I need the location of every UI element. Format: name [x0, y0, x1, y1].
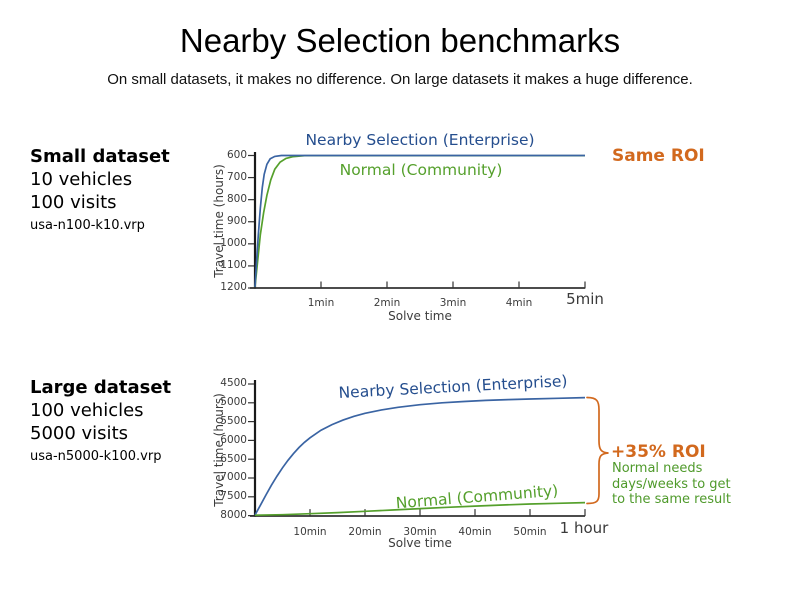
- large-chart-xtick-final: 1 hour: [559, 519, 609, 537]
- large-dataset-visits: 5000 visits: [30, 423, 128, 444]
- large-dataset-info: Large dataset 100 vehicles 5000 visits u…: [30, 376, 171, 465]
- small-chart-ytick: 1200: [220, 281, 247, 293]
- roi-note-line: to the same result: [612, 492, 731, 507]
- small-chart-xtick-final: 5min: [566, 290, 604, 308]
- large-chart-community-label: Normal (Community): [395, 481, 559, 513]
- small-chart-ytick: 700: [226, 171, 247, 183]
- small-dataset-info: Small dataset 10 vehicles 100 visits usa…: [30, 145, 170, 234]
- small-chart-community-label: Normal (Community): [339, 161, 503, 179]
- small-chart-xtick: 4min: [505, 297, 533, 309]
- large-chart-xtick: 30min: [403, 526, 437, 538]
- page-title: Nearby Selection benchmarks: [179, 22, 621, 59]
- page-subtitle: On small datasets, it makes no differenc…: [107, 71, 693, 88]
- small-chart-enterprise-label: Nearby Selection (Enterprise): [305, 131, 535, 149]
- large-chart-ytick: 6500: [220, 453, 247, 465]
- small-dataset-vehicles: 10 vehicles: [30, 169, 133, 190]
- large-chart-x-axis-label: Solve time: [388, 536, 452, 550]
- small-chart-xtick: 1min: [307, 297, 335, 309]
- large-chart-xtick: 10min: [293, 526, 327, 538]
- large-chart-ytick: 5500: [220, 415, 247, 427]
- small-chart-ytick: 1100: [220, 259, 247, 271]
- large-chart-ytick: 7500: [220, 490, 247, 502]
- large-dataset-heading: Large dataset: [30, 377, 172, 398]
- small-chart-xtick: 3min: [439, 297, 467, 309]
- small-chart-ytick: 800: [226, 193, 247, 205]
- small-chart-ytick: 600: [226, 149, 247, 161]
- large-chart-ytick: 6000: [220, 434, 247, 446]
- small-chart-x-axis-label: Solve time: [388, 309, 452, 323]
- small-chart-ytick: 900: [226, 215, 247, 227]
- small-dataset-heading: Small dataset: [30, 146, 170, 167]
- roi-brace: [586, 396, 609, 505]
- roi-note-line: days/weeks to get: [612, 476, 731, 492]
- large-chart-enterprise-label: Nearby Selection (Enterprise): [338, 372, 568, 402]
- small-chart-xtick: 2min: [373, 297, 401, 309]
- small-chart-ytick: 1000: [220, 237, 247, 249]
- large-dataset-filename: usa-n5000-k100.vrp: [30, 449, 162, 464]
- small-dataset-visits: 100 visits: [30, 192, 117, 213]
- plus35-roi-annotation: +35% ROI: [611, 442, 706, 462]
- large-chart-xtick: 50min: [513, 526, 547, 538]
- small-dataset-filename: usa-n100-k10.vrp: [30, 218, 145, 233]
- large-chart-xtick: 40min: [458, 526, 492, 538]
- roi-note-line: Normal needs: [612, 461, 703, 476]
- large-chart-ytick: 4500: [220, 377, 247, 389]
- large-chart-xtick: 20min: [348, 526, 382, 538]
- same-roi-annotation: Same ROI: [612, 146, 705, 166]
- large-chart-ytick: 8000: [220, 509, 247, 521]
- large-chart-ytick: 7000: [220, 471, 247, 483]
- large-chart-ytick: 5000: [220, 396, 247, 408]
- large-dataset-vehicles: 100 vehicles: [30, 400, 144, 421]
- roi-note: Normal needs days/weeks to get to the sa…: [612, 461, 731, 508]
